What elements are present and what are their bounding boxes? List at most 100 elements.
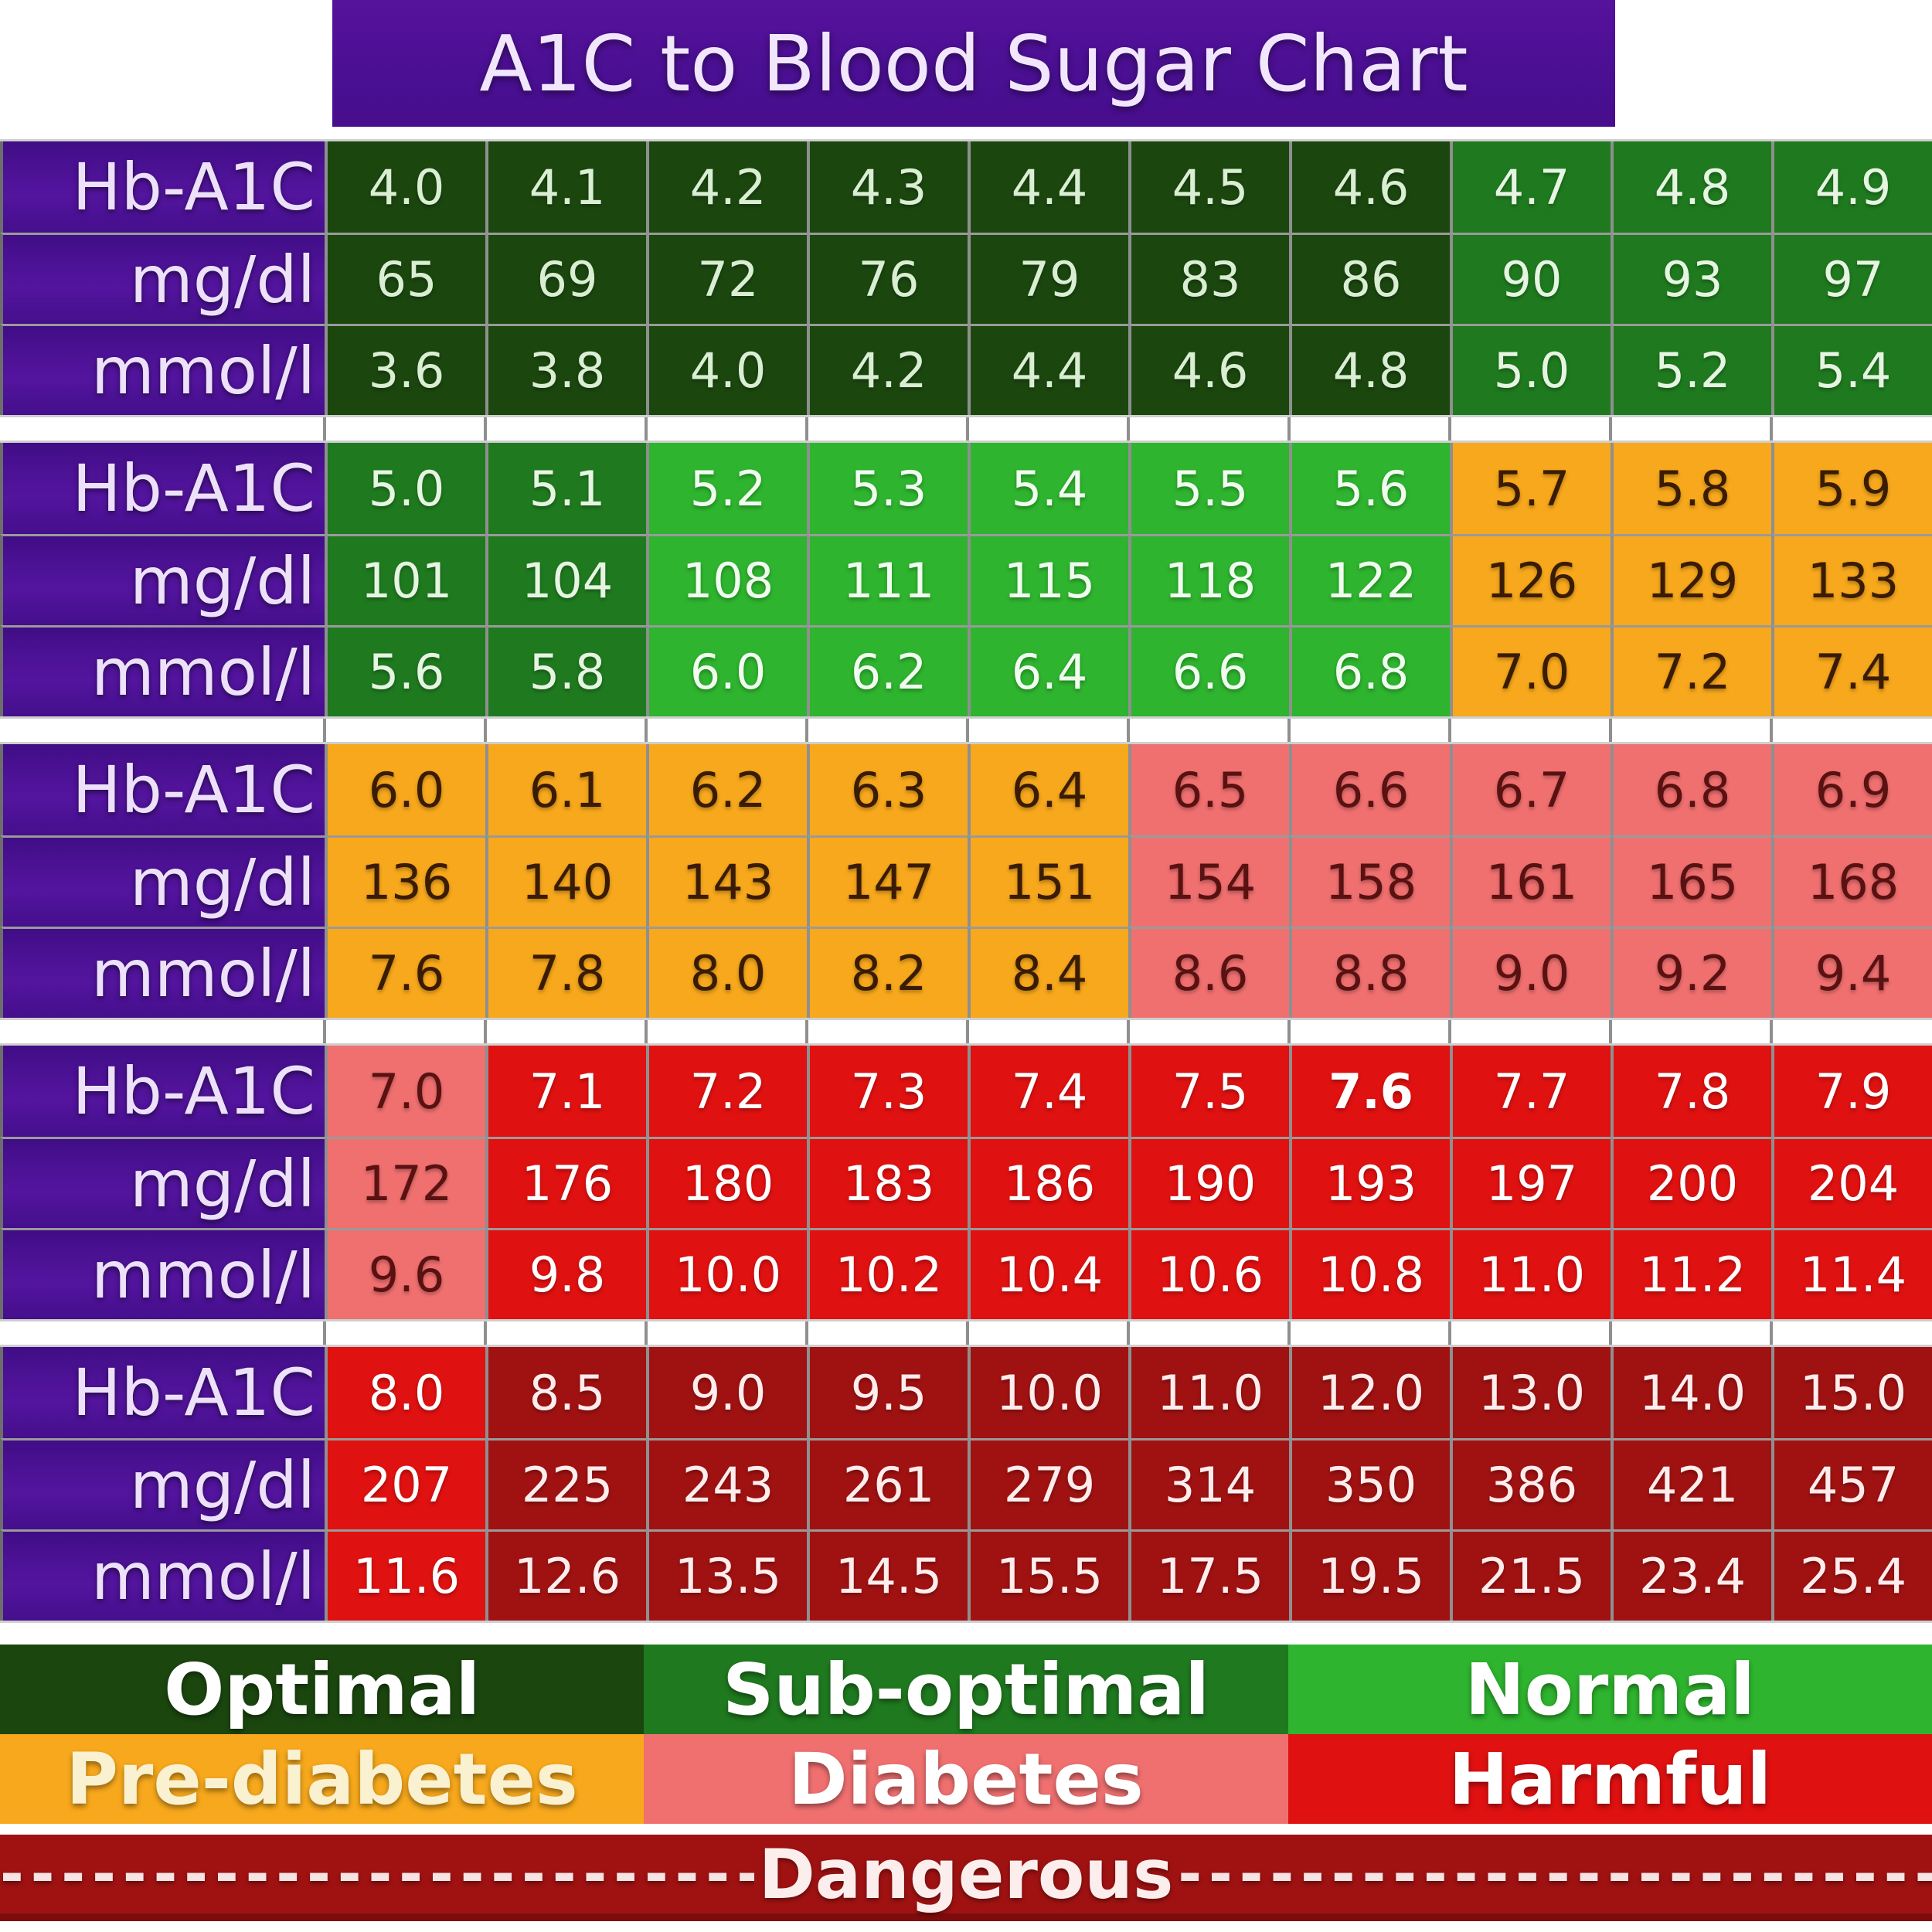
- cell-mmol_l: 9.0: [1450, 927, 1611, 1018]
- cell-mmol_l: 9.8: [485, 1228, 646, 1319]
- cell-mmol_l: 11.2: [1611, 1228, 1771, 1319]
- cell-mg_dl: 200: [1611, 1137, 1771, 1228]
- cell-mg_dl: 193: [1289, 1137, 1450, 1228]
- legend-row-2: Pre-diabetes Diabetes Harmful: [0, 1734, 1932, 1824]
- legend-label-dangerous: Dangerous: [758, 1834, 1174, 1914]
- cell-a1c: 14.0: [1611, 1347, 1771, 1438]
- cell-mg_dl: 243: [646, 1438, 807, 1529]
- cell-mg_dl: 154: [1128, 835, 1289, 927]
- cell-mg_dl: 180: [646, 1137, 807, 1228]
- cell-mg_dl: 457: [1771, 1438, 1932, 1529]
- cell-mmol_l: 8.4: [968, 927, 1128, 1018]
- cell-mg_dl: 186: [968, 1137, 1128, 1228]
- cell-mmol_l: 7.8: [485, 927, 646, 1018]
- cell-mg_dl: 111: [807, 534, 968, 625]
- cell-mg_dl: 183: [807, 1137, 968, 1228]
- cell-mmol_l: 3.6: [325, 324, 485, 415]
- cell-a1c: 9.5: [807, 1347, 968, 1438]
- cell-mg_dl: 104: [485, 534, 646, 625]
- row-header-a1c: Hb-A1C: [0, 744, 325, 835]
- cell-mmol_l: 4.0: [646, 324, 807, 415]
- cell-mg_dl: 207: [325, 1438, 485, 1529]
- cell-a1c: 4.0: [325, 141, 485, 233]
- cell-a1c: 8.0: [325, 1347, 485, 1438]
- cell-a1c: 6.6: [1289, 744, 1450, 835]
- cell-mg_dl: 122: [1289, 534, 1450, 625]
- cell-mg_dl: 161: [1450, 835, 1611, 927]
- cell-mg_dl: 261: [807, 1438, 968, 1529]
- cell-mmol_l: 9.2: [1611, 927, 1771, 1018]
- cell-a1c: 5.5: [1128, 443, 1289, 534]
- cell-a1c: 4.5: [1128, 141, 1289, 233]
- legend-label-suboptimal: Sub-optimal: [644, 1645, 1288, 1734]
- cell-a1c: 5.6: [1289, 443, 1450, 534]
- cell-mmol_l: 15.5: [968, 1529, 1128, 1621]
- cell-mmol_l: 23.4: [1611, 1529, 1771, 1621]
- row-header-mg_dl: mg/dl: [0, 534, 325, 625]
- row-header-mg_dl: mg/dl: [0, 233, 325, 324]
- cell-mg_dl: 165: [1611, 835, 1771, 927]
- cell-mmol_l: 7.0: [1450, 625, 1611, 716]
- cell-a1c: 4.7: [1450, 141, 1611, 233]
- cell-mmol_l: 11.4: [1771, 1228, 1932, 1319]
- cell-a1c: 15.0: [1771, 1347, 1932, 1438]
- cell-mmol_l: 9.4: [1771, 927, 1932, 1018]
- chart-title: A1C to Blood Sugar Chart: [332, 0, 1615, 127]
- cell-a1c: 7.7: [1450, 1046, 1611, 1137]
- cell-mg_dl: 350: [1289, 1438, 1450, 1529]
- cell-mg_dl: 115: [968, 534, 1128, 625]
- cell-mg_dl: 158: [1289, 835, 1450, 927]
- cell-mg_dl: 83: [1128, 233, 1289, 324]
- cell-a1c: 7.5: [1128, 1046, 1289, 1137]
- cell-mg_dl: 225: [485, 1438, 646, 1529]
- table-block-2: Hb-A1C 5.0 5.1 5.2 5.3 5.4 5.5 5.6 5.7 5.8 5.9 mg/d…: [0, 440, 1932, 719]
- cell-mmol_l: 7.4: [1771, 625, 1932, 716]
- row-header-mg_dl: mg/dl: [0, 1438, 325, 1529]
- cell-mg_dl: 314: [1128, 1438, 1289, 1529]
- cell-mg_dl: 143: [646, 835, 807, 927]
- row-header-mmol_l: mmol/l: [0, 1228, 325, 1319]
- cell-mg_dl: 90: [1450, 233, 1611, 324]
- cell-mg_dl: 86: [1289, 233, 1450, 324]
- legend-label-harmful: Harmful: [1287, 1734, 1932, 1824]
- cell-mg_dl: 97: [1771, 233, 1932, 324]
- table-block-4: Hb-A1C 7.0 7.1 7.2 7.3 7.4 7.5 7.6 7.7 7.8 7.9 mg/d…: [0, 1043, 1932, 1321]
- cell-mg_dl: 386: [1450, 1438, 1611, 1529]
- cell-mmol_l: 7.6: [325, 927, 485, 1018]
- cell-mmol_l: 7.2: [1611, 625, 1771, 716]
- cell-mmol_l: 21.5: [1450, 1529, 1611, 1621]
- cell-mg_dl: 101: [325, 534, 485, 625]
- row-header-a1c: Hb-A1C: [0, 1347, 325, 1438]
- row-header-mmol_l: mmol/l: [0, 324, 325, 415]
- cell-a1c: 6.1: [485, 744, 646, 835]
- cell-mmol_l: 9.6: [325, 1228, 485, 1319]
- cell-a1c: 5.0: [325, 443, 485, 534]
- legend-label-diabetes: Diabetes: [644, 1734, 1288, 1824]
- cell-a1c: 4.9: [1771, 141, 1932, 233]
- cell-a1c: 6.5: [1128, 744, 1289, 835]
- legend-dangerous-bar: ----------------------------------------…: [0, 1835, 1932, 1921]
- cell-mg_dl: 197: [1450, 1137, 1611, 1228]
- cell-mg_dl: 168: [1771, 835, 1932, 927]
- cell-mg_dl: 136: [325, 835, 485, 927]
- cell-a1c: 5.8: [1611, 443, 1771, 534]
- cell-mg_dl: 65: [325, 233, 485, 324]
- cell-a1c: 7.9: [1771, 1046, 1932, 1137]
- dangerous-left-dashes: ----------------------------------------: [0, 1845, 754, 1903]
- row-header-a1c: Hb-A1C: [0, 141, 325, 233]
- cell-a1c: 6.8: [1611, 744, 1771, 835]
- cell-a1c: 4.8: [1611, 141, 1771, 233]
- cell-a1c: 4.4: [968, 141, 1128, 233]
- dangerous-right-dashes: ----------------------------------------: [1178, 1845, 1932, 1903]
- cell-mmol_l: 17.5: [1128, 1529, 1289, 1621]
- cell-mg_dl: 76: [807, 233, 968, 324]
- cell-mg_dl: 204: [1771, 1137, 1932, 1228]
- cell-a1c: 10.0: [968, 1347, 1128, 1438]
- cell-mmol_l: 14.5: [807, 1529, 968, 1621]
- cell-mmol_l: 25.4: [1771, 1529, 1932, 1621]
- cell-a1c: 4.3: [807, 141, 968, 233]
- cell-a1c: 11.0: [1128, 1347, 1289, 1438]
- cell-mg_dl: 126: [1450, 534, 1611, 625]
- cell-mg_dl: 176: [485, 1137, 646, 1228]
